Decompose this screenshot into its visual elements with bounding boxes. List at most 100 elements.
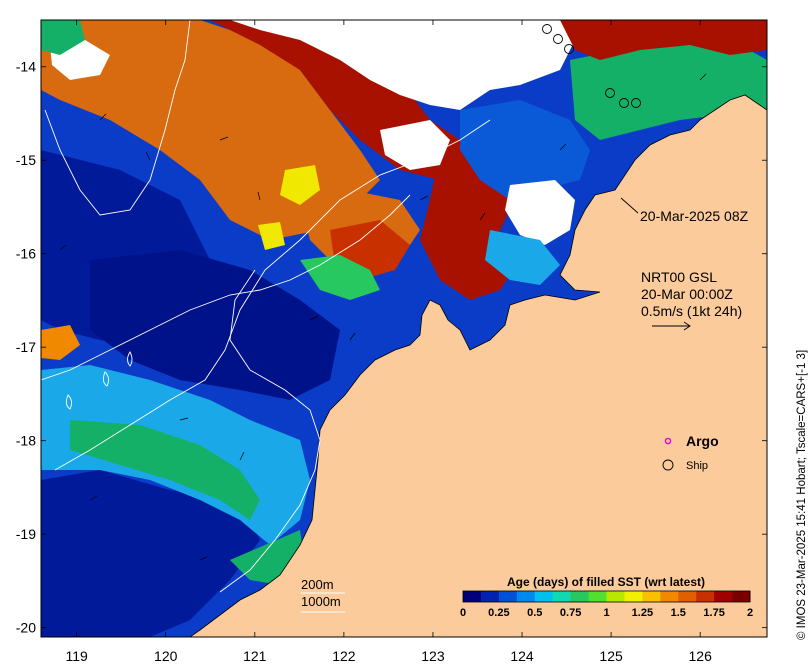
timestamp-leader-line (620, 197, 639, 214)
dark-red-northeast (560, 20, 767, 60)
blue-near-coast (460, 100, 590, 200)
y-tick-label: -14 (16, 59, 36, 75)
green-patch-center (300, 255, 380, 300)
current-vector (257, 191, 261, 201)
colorbar-tick-label: 1.25 (632, 607, 653, 619)
colorbar-tick-label: 1 (603, 607, 609, 619)
green-patch-northwest (41, 20, 85, 55)
x-tick-label: 123 (421, 648, 445, 664)
x-tick-label: 121 (243, 648, 267, 664)
current-vector (419, 195, 429, 201)
contour-closed-a (127, 351, 133, 367)
argo-legend-marker (664, 437, 672, 445)
colorbar-swatch (588, 591, 607, 602)
current-vectors (59, 73, 707, 561)
contour-closed-c (65, 394, 73, 410)
current-vector (145, 151, 151, 161)
deep-ocean-zone-center (90, 250, 340, 400)
ship-marker (631, 98, 641, 108)
colorbar-swatches (463, 591, 751, 602)
colorbar-swatch (696, 591, 715, 602)
colorbar-swatch (624, 591, 643, 602)
x-tick-label: 125 (599, 648, 623, 664)
y-tick-label: -15 (16, 152, 36, 168)
current-vector (349, 332, 356, 341)
current-vector (219, 136, 229, 141)
colorbar-swatch (516, 591, 536, 602)
map-plot-area (41, 20, 767, 637)
ship-marker (605, 88, 615, 98)
gsl-title: NRT00 GSL (641, 269, 717, 285)
land-australia (189, 94, 767, 637)
x-tick-label: 124 (510, 648, 534, 664)
plot-frame (40, 19, 768, 638)
no-data-cloud-mid (380, 120, 450, 170)
colorbar-tick-label: 0.75 (560, 607, 581, 619)
current-vector (239, 451, 245, 461)
y-axis: -14 -15 -16 -17 -18 -19 -20 (16, 59, 767, 636)
y-tick-label: -20 (16, 620, 36, 636)
colorbar-swatch (678, 591, 697, 602)
green-band (70, 420, 260, 520)
colorbar-swatch (642, 591, 661, 602)
colorbar-swatch (606, 591, 625, 602)
ship-legend-marker (662, 459, 674, 471)
current-vector (699, 73, 707, 81)
ship-marker (553, 34, 563, 44)
current-vector (99, 113, 107, 121)
no-data-cloud-east (505, 180, 575, 245)
current-vector (479, 212, 486, 221)
current-scale-arrow (652, 321, 691, 331)
colorbar-swatch (570, 591, 590, 602)
x-tick-label: 119 (65, 648, 88, 664)
colorbar-tick-label: 0.25 (488, 607, 509, 619)
colorbar-swatch (498, 591, 518, 602)
yellow-patch-a (280, 165, 320, 205)
current-vector (89, 495, 98, 501)
ship-marker (542, 24, 552, 34)
current-vector (199, 556, 208, 561)
ship-marker (619, 98, 629, 108)
gsl-time: 20-Mar 00:00Z (641, 286, 733, 302)
orange-west-patch (41, 325, 80, 360)
y-tick-label: -19 (16, 526, 36, 542)
x-tick-label: 126 (689, 648, 713, 664)
colorbar-frame (462, 590, 751, 603)
y-tick-label: -17 (16, 339, 36, 355)
colorbar-swatch (714, 591, 733, 602)
colorbar: Age (days) of filled SST (wrt latest) 0 0… (455, 571, 757, 625)
credit-line: © IMOS 23-Mar-2025 15:41 Hobart; Tscale=… (796, 349, 808, 640)
colorbar-swatch (660, 591, 679, 602)
colorbar-tick-label: 1.75 (703, 607, 724, 619)
y-tick-label: -18 (16, 433, 36, 449)
colorbar-swatch (463, 591, 482, 602)
colorbar-title: Age (days) of filled SST (wrt latest) (507, 575, 705, 589)
contour-deep (219, 269, 321, 593)
bathymetry-contours (41, 20, 491, 593)
current-scale-label: 0.5m/s (1kt 24h) (641, 303, 742, 319)
y-tick-label: -16 (16, 246, 36, 262)
contour-1000m-label: 1000m (301, 594, 341, 609)
light-blue-coastal (485, 230, 560, 285)
current-vector (179, 417, 189, 421)
contour-1000m-south (41, 194, 411, 381)
ship-marker (564, 44, 574, 54)
current-vector (309, 315, 319, 321)
contour-closed-b (102, 371, 110, 387)
colorbar-ticks: 0 0.25 0.5 0.75 1 1.25 1.5 1.75 2 (460, 607, 753, 619)
contour-200m-label: 200m (301, 577, 334, 592)
x-axis: 119 120 121 122 123 124 125 126 (65, 20, 712, 664)
current-vector (559, 143, 567, 151)
argo-legend-label: Argo (686, 433, 719, 449)
timestamp-label: 20-Mar-2025 08Z (640, 208, 749, 224)
colorbar-tick-label: 0.5 (527, 607, 542, 619)
ship-markers (542, 24, 641, 108)
colorbar-swatch (732, 591, 751, 602)
colorbar-tick-label: 0 (460, 607, 466, 619)
colorbar-swatch (552, 591, 572, 602)
yellow-patch-b (258, 222, 285, 250)
colorbar-tick-label: 2 (747, 607, 753, 619)
current-vector (59, 244, 67, 251)
no-data-cloud-north (230, 20, 575, 110)
